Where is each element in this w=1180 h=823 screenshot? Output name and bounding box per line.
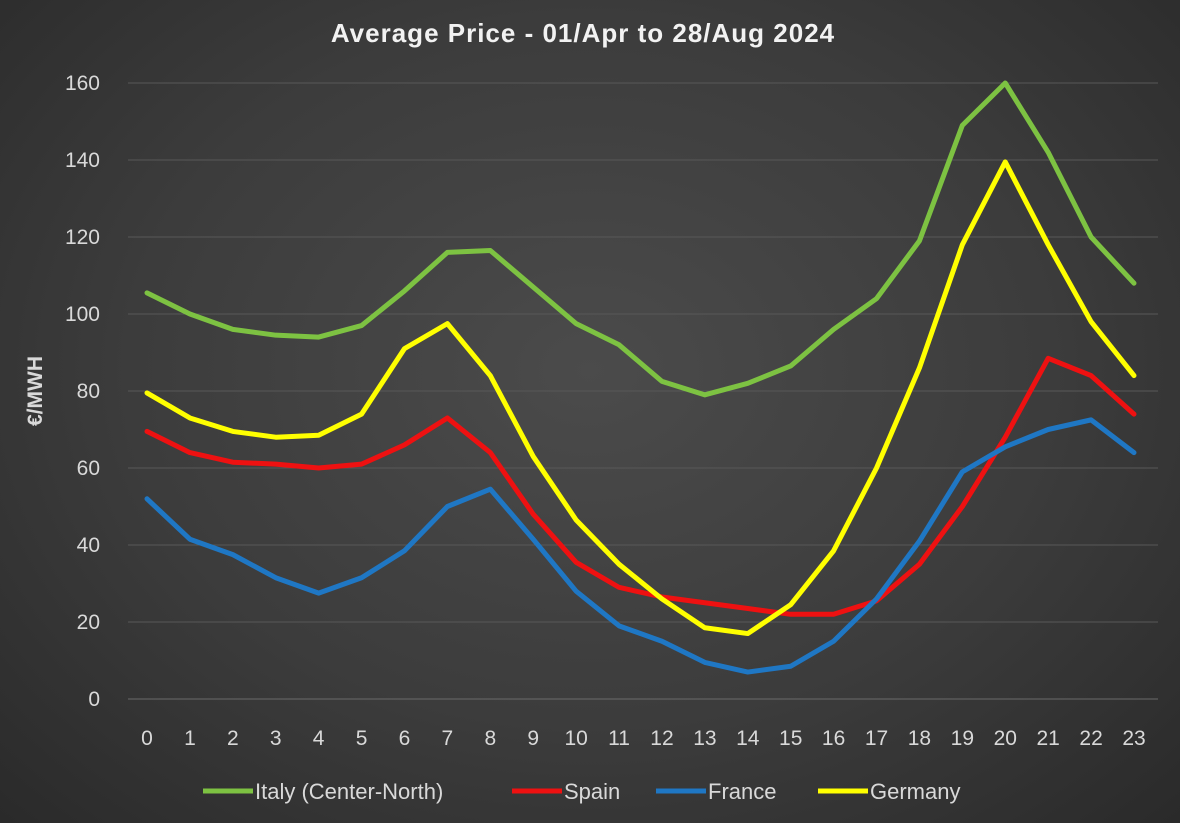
series-line-germany [144,159,1137,637]
x-tick-label: 4 [313,727,325,750]
y-tick-label: 100 [65,303,100,326]
x-tick-label: 13 [693,727,716,750]
x-tick-label: 6 [399,727,411,750]
x-tick-label: 3 [270,727,282,750]
x-tick-label: 8 [484,727,496,750]
x-tick-label: 14 [736,727,760,750]
y-axis-label: €/MWH [24,356,47,426]
x-tick-label: 19 [951,727,974,750]
legend-label: France [708,779,776,804]
x-tick-label: 18 [908,727,931,750]
x-tick-label: 1 [184,727,196,750]
series-line-spain [144,355,1137,617]
x-tick-label: 0 [141,727,153,750]
x-tick-label: 7 [442,727,454,750]
x-tick-label: 23 [1122,727,1145,750]
y-tick-label: 60 [77,457,100,480]
x-tick-label: 21 [1036,727,1059,750]
x-tick-label: 16 [822,727,845,750]
y-tick-label: 160 [65,72,100,95]
chart-title: Average Price - 01/Apr to 28/Aug 2024 [331,18,835,48]
y-tick-label: 120 [65,226,100,249]
legend-label: Germany [870,779,960,804]
x-tick-label: 17 [865,727,888,750]
x-tick-label: 2 [227,727,239,750]
y-tick-label: 40 [77,534,100,557]
y-tick-label: 140 [65,149,100,172]
x-tick-label: 10 [564,727,587,750]
y-tick-label: 20 [77,611,100,634]
x-tick-label: 12 [650,727,673,750]
y-tick-label: 0 [88,688,100,711]
series-line-italy-center-north- [144,80,1137,398]
x-tick-label: 11 [608,727,630,750]
x-tick-label: 15 [779,727,802,750]
series-line-france [144,417,1137,675]
legend-label: Italy (Center-North) [255,779,443,804]
x-tick-label: 22 [1079,727,1102,750]
x-tick-label: 5 [356,727,368,750]
x-tick-label: 20 [994,727,1017,750]
legend-label: Spain [564,779,620,804]
y-tick-label: 80 [77,380,100,403]
x-tick-label: 9 [527,727,539,750]
